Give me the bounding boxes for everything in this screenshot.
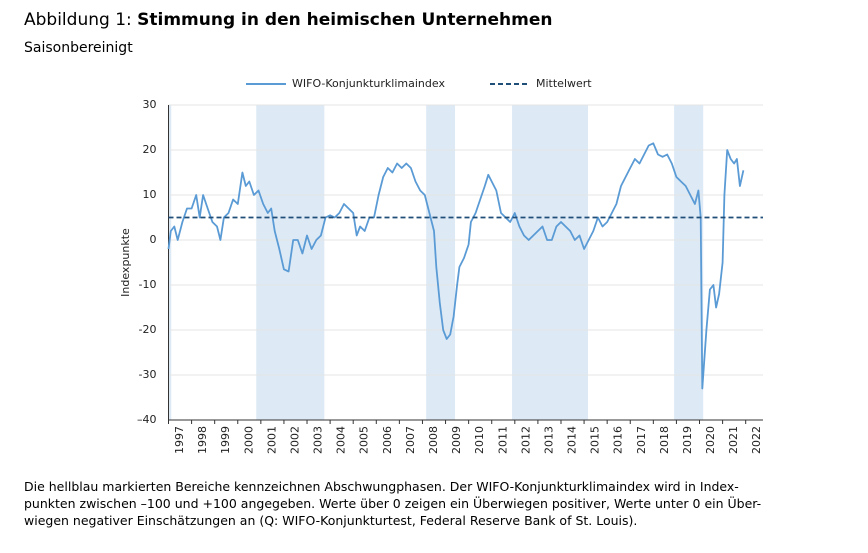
footnote-line: Die hellblau markierten Bereiche kennzei…	[24, 479, 739, 494]
subtitle: Saisonbereinigt	[24, 40, 133, 56]
y-tick-label: -30	[139, 368, 157, 381]
x-tick-label: 2001	[265, 426, 278, 454]
x-tick-label: 2002	[288, 426, 301, 454]
x-tick-label: 2016	[612, 426, 625, 454]
y-tick-label: 30	[143, 98, 157, 111]
x-tick-label: 2012	[519, 426, 532, 454]
x-tick-label: 1999	[219, 426, 232, 454]
downturn-band	[168, 105, 172, 420]
downturn-band	[512, 105, 588, 420]
x-tick-label: 2009	[450, 426, 463, 454]
x-tick-label: 2005	[358, 426, 371, 454]
x-tick-label: 2020	[704, 426, 717, 454]
x-tick-label: 1997	[173, 426, 186, 454]
x-tick-label: 2013	[542, 426, 555, 454]
downturn-band	[674, 105, 704, 420]
x-tick-label: 2019	[681, 426, 694, 454]
x-tick-label: 2010	[473, 426, 486, 454]
index-line	[167, 142, 745, 390]
x-tick-label: 2015	[589, 426, 602, 454]
y-tick-label: -10	[139, 278, 157, 291]
title-prefix: Abbildung 1:	[24, 10, 138, 30]
x-tick-label: 2011	[496, 426, 509, 454]
x-tick-label: 2000	[242, 426, 255, 454]
x-tick-label: 2004	[335, 426, 348, 454]
footnote-line: wiegen negativer Einschätzungen an (Q: W…	[24, 513, 638, 528]
y-tick-label: 0	[150, 233, 157, 246]
y-tick-label: 20	[143, 143, 157, 156]
x-tick-label: 2018	[658, 426, 671, 454]
x-tick-label: 2006	[381, 426, 394, 454]
x-tick-label: 2014	[566, 426, 579, 454]
footnote-line: punkten zwischen –100 und +100 angegeben…	[24, 496, 762, 511]
x-tick-label: 2021	[727, 426, 740, 454]
x-tick-label: 2022	[750, 426, 763, 454]
footnote: Die hellblau markierten Bereiche kennzei…	[24, 478, 761, 529]
x-tick-label: 2003	[312, 426, 325, 454]
x-tick-label: 2007	[404, 426, 417, 454]
x-tick-label: 2008	[427, 426, 440, 454]
legend-label: Mittelwert	[536, 77, 592, 90]
y-tick-label: -20	[139, 323, 157, 336]
title-main: Stimmung in den heimischen Unternehmen	[137, 10, 553, 30]
downturn-band	[426, 105, 456, 420]
x-tick-label: 1998	[196, 426, 209, 454]
y-tick-label: 10	[143, 188, 157, 201]
title: Abbildung 1: Stimmung in den heimischen …	[24, 10, 553, 30]
legend-label: WIFO-Konjunkturklimaindex	[292, 77, 445, 90]
x-tick-label: 2017	[635, 426, 648, 454]
y-axis-label: Indexpunkte	[119, 228, 132, 297]
y-tick-label: –40	[137, 413, 157, 426]
